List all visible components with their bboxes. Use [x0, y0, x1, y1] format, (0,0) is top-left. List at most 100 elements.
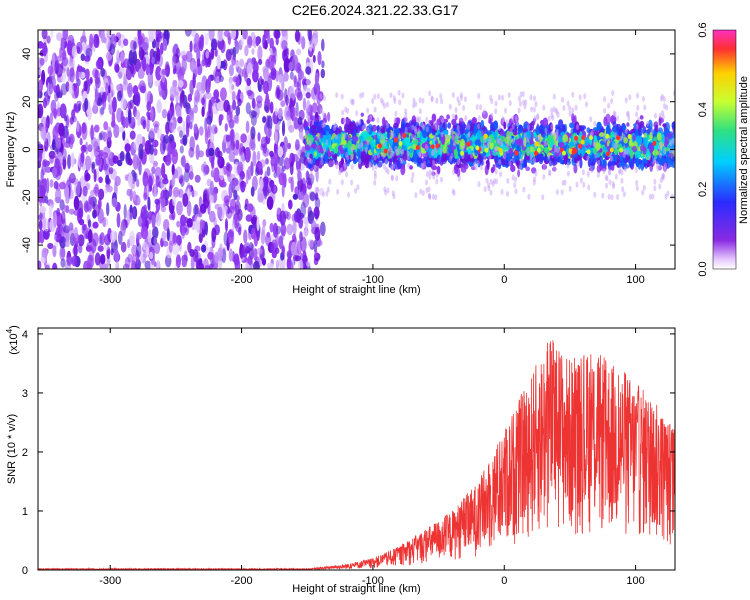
halo-mark	[511, 174, 515, 181]
noise-mark	[69, 57, 74, 67]
halo-mark	[357, 143, 361, 150]
halo-mark	[550, 107, 554, 114]
peak-mark	[484, 147, 489, 153]
noise-mark	[248, 141, 252, 150]
halo-mark	[440, 176, 443, 183]
halo-mark	[454, 107, 458, 113]
noise-mark	[66, 66, 70, 77]
halo-mark	[358, 158, 362, 165]
halo-mark	[605, 182, 608, 189]
halo-mark	[421, 122, 425, 129]
signal-mark	[451, 118, 457, 126]
peak-mark	[534, 150, 538, 156]
noise-mark	[232, 218, 236, 230]
halo-mark	[446, 134, 449, 140]
noise-mark	[276, 163, 282, 177]
halo-mark	[347, 191, 351, 198]
noise-mark	[251, 48, 255, 55]
signal-mark	[550, 155, 555, 162]
signal-mark	[480, 119, 485, 129]
noise-mark	[107, 93, 111, 103]
noise-mark	[216, 30, 224, 42]
noise-mark	[129, 212, 133, 221]
noise-mark	[204, 264, 211, 269]
signal-mark	[632, 158, 637, 164]
noise-mark	[225, 198, 230, 207]
signal-mark	[311, 130, 318, 136]
signal-mark	[452, 124, 458, 129]
halo-mark	[574, 104, 578, 111]
signal-mark	[628, 140, 633, 147]
noise-mark	[46, 263, 51, 269]
noise-mark	[210, 47, 215, 60]
signal-mark	[613, 148, 618, 155]
signal-mark	[671, 156, 675, 162]
noise-mark	[142, 56, 147, 72]
noise-mark	[209, 210, 216, 223]
noise-mark	[68, 208, 75, 215]
noise-mark	[237, 161, 244, 175]
noise-mark	[105, 37, 111, 51]
signal-mark	[667, 152, 674, 158]
noise-mark	[108, 167, 114, 175]
halo-mark	[654, 112, 657, 119]
halo-mark	[555, 189, 559, 195]
noise-mark	[305, 260, 311, 267]
halo-mark	[394, 145, 398, 152]
halo-mark	[547, 153, 551, 160]
noise-mark	[38, 179, 42, 189]
noise-mark	[105, 174, 110, 185]
signal-mark	[639, 120, 645, 128]
noise-mark	[210, 133, 215, 144]
halo-mark	[506, 190, 509, 197]
halo-mark	[381, 99, 385, 106]
halo-mark	[624, 148, 628, 155]
noise-mark	[59, 47, 63, 58]
noise-mark	[80, 144, 87, 153]
halo-mark	[435, 172, 439, 178]
noise-mark	[40, 126, 47, 140]
halo-mark	[322, 121, 326, 128]
signal-mark	[542, 117, 549, 128]
noise-mark	[245, 214, 253, 222]
halo-mark	[389, 92, 393, 99]
noise-mark	[307, 239, 315, 248]
peak-mark	[460, 150, 465, 156]
noise-mark	[213, 167, 220, 183]
halo-mark	[400, 157, 404, 164]
signal-mark	[476, 130, 482, 140]
signal-mark	[593, 135, 597, 143]
signal-mark	[605, 113, 611, 125]
halo-mark	[392, 193, 396, 200]
halo-mark	[622, 133, 626, 140]
noise-mark	[200, 34, 205, 44]
y-tick-label: 4	[22, 329, 28, 341]
noise-mark	[132, 190, 137, 202]
y-tick-label: -40	[21, 237, 33, 253]
noise-mark	[257, 186, 265, 202]
noise-mark	[55, 234, 61, 242]
noise-mark	[161, 68, 168, 76]
halo-mark	[596, 171, 600, 178]
noise-mark	[213, 89, 220, 100]
noise-mark	[149, 144, 154, 155]
noise-mark	[259, 167, 263, 176]
noise-mark	[88, 157, 92, 165]
halo-mark	[511, 115, 515, 122]
halo-mark	[310, 171, 314, 178]
halo-mark	[533, 95, 536, 102]
noise-mark	[250, 227, 256, 240]
noise-mark	[41, 216, 47, 231]
noise-mark	[176, 220, 181, 228]
noise-mark	[98, 188, 105, 200]
noise-mark	[201, 97, 206, 106]
halo-mark	[412, 102, 416, 109]
noise-mark	[52, 262, 58, 269]
signal-mark	[458, 117, 464, 124]
noise-mark	[65, 130, 70, 144]
noise-mark	[64, 239, 70, 248]
noise-mark	[290, 241, 297, 256]
halo-mark	[308, 140, 312, 147]
halo-mark	[340, 93, 344, 100]
noise-mark	[127, 82, 133, 98]
